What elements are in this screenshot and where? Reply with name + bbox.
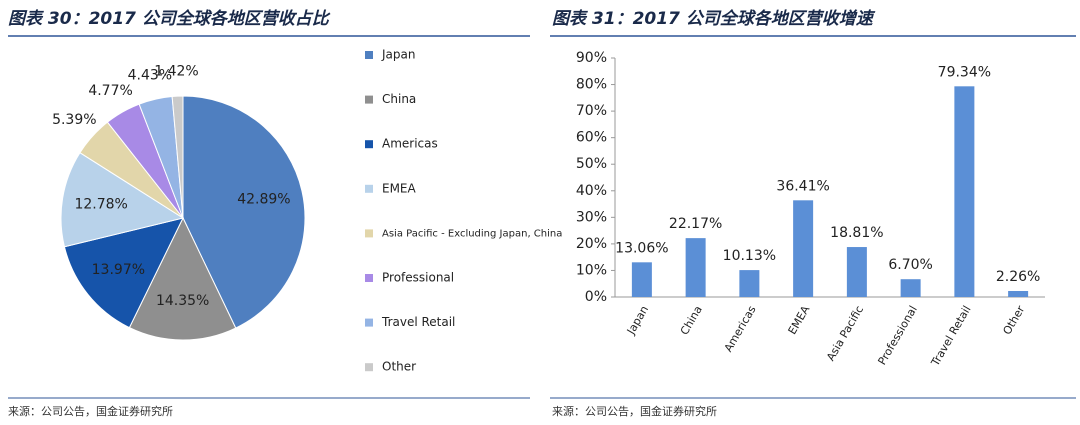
value-label: 79.34% [938, 64, 991, 80]
y-tick-label: 90% [576, 50, 607, 66]
legend-swatch [365, 51, 373, 59]
value-label: 6.70% [888, 257, 932, 273]
bar [793, 200, 814, 297]
x-tick-label: Americas [722, 303, 759, 354]
value-label: 22.17% [669, 216, 722, 232]
bar [631, 262, 652, 297]
x-tick-label: Other [1000, 303, 1027, 337]
value-label: 36.41% [776, 178, 829, 194]
x-tick-label: Professional [876, 304, 920, 368]
legend-label: Japan [381, 48, 415, 62]
y-tick-label: 80% [576, 77, 607, 93]
legend-swatch [365, 363, 373, 372]
value-label: 18.81% [830, 225, 883, 241]
x-tick-label: Japan [624, 303, 651, 337]
value-label: 4.77% [88, 83, 132, 99]
value-label: 10.13% [723, 248, 776, 264]
legend-label: Professional [382, 271, 454, 285]
y-tick-label: 70% [576, 103, 607, 119]
legend-swatch [365, 318, 373, 327]
source-note: 来源：公司公告，国金证券研究所 [8, 404, 173, 418]
legend-label: China [382, 92, 416, 106]
value-label: 14.35% [156, 293, 209, 309]
chart-title: 图表 30：2017 公司全球各地区营收占比 [8, 9, 331, 29]
y-tick-label: 10% [576, 262, 607, 278]
y-tick-label: 50% [576, 156, 607, 172]
bar [846, 247, 867, 297]
legend-label: Other [382, 360, 416, 374]
x-tick-label: EMEA [786, 303, 813, 337]
y-tick-label: 40% [576, 183, 607, 199]
x-tick-label: China [678, 304, 705, 338]
legend-swatch [365, 95, 373, 104]
bar [954, 86, 975, 297]
legend-label: Americas [382, 137, 438, 151]
chart-title: 图表 31：2017 公司全球各地区营收增速 [552, 9, 876, 29]
legend-swatch [365, 140, 373, 149]
bar [1008, 290, 1029, 297]
legend-swatch [365, 229, 373, 238]
pie-slice [128, 216, 237, 341]
y-tick-label: 20% [576, 236, 607, 252]
x-tick-label: Travel Retail [928, 304, 973, 370]
value-label: 4.43% [128, 67, 172, 83]
pie-slice [171, 95, 184, 219]
bar [900, 279, 921, 297]
value-label: 42.89% [237, 192, 290, 208]
pie-slice [63, 217, 184, 329]
value-label: 13.06% [615, 240, 668, 256]
x-tick-label: Asia Pacific [824, 304, 866, 364]
value-label: 2.26% [996, 269, 1040, 285]
y-tick-label: 30% [576, 209, 607, 225]
legend-swatch [365, 274, 373, 282]
pie-slice [182, 95, 306, 329]
legend-label: EMEA [382, 181, 417, 195]
y-tick-label: 60% [576, 130, 607, 146]
value-label: 13.97% [92, 262, 145, 278]
value-label: 1.42% [154, 64, 198, 80]
legend-swatch [365, 184, 373, 193]
bar [739, 270, 760, 297]
legend-label: Travel Retail [381, 315, 455, 329]
bar [685, 238, 706, 297]
pie-slice [60, 152, 185, 248]
y-tick-label: 0% [585, 289, 607, 305]
value-label: 5.39% [52, 112, 96, 128]
value-label: 12.78% [74, 197, 127, 213]
source-note: 来源：公司公告，国金证券研究所 [552, 404, 717, 418]
legend-label: Asia Pacific - Excluding Japan, China [382, 228, 562, 239]
